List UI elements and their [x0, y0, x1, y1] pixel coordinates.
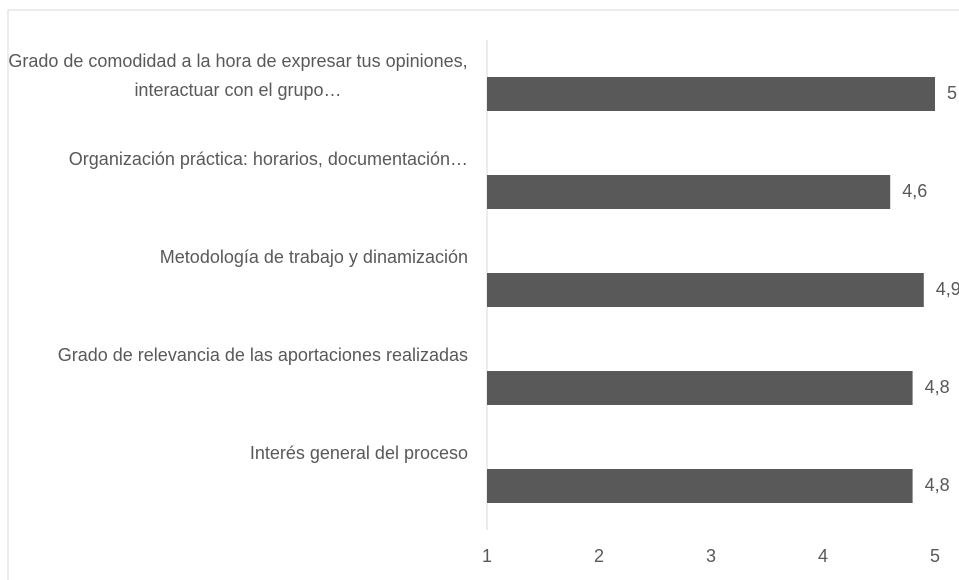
chart-frame [7, 9, 959, 580]
category-label: Organización práctica: horarios, documen… [68, 149, 468, 169]
category-label: Interés general del proceso [249, 443, 468, 463]
value-label: 4,8 [925, 377, 950, 397]
x-tick-label: 3 [706, 546, 716, 566]
category-label-box: Metodología de trabajo y dinamización [8, 243, 468, 272]
bar [487, 371, 913, 405]
value-label: 4,8 [925, 475, 950, 495]
bar [487, 77, 935, 111]
category-label-box: Organización práctica: horarios, documen… [8, 145, 468, 174]
x-tick-label: 2 [594, 546, 604, 566]
category-label: Grado de relevancia de las aportaciones … [57, 345, 468, 365]
bar [487, 469, 913, 503]
bar [487, 273, 924, 307]
category-label-box: Interés general del proceso [8, 439, 468, 468]
x-tick-label: 4 [818, 546, 828, 566]
bar [487, 175, 891, 209]
value-label: 4,6 [902, 181, 927, 201]
category-label: Grado de comodidad a la hora de expresar… [8, 51, 468, 100]
value-label: 4,9 [936, 279, 959, 299]
category-label-box: Grado de comodidad a la hora de expresar… [8, 47, 468, 105]
x-tick-label: 5 [930, 546, 940, 566]
category-label: Metodología de trabajo y dinamización [159, 247, 468, 267]
value-label: 5 [947, 83, 957, 103]
category-label-box: Grado de relevancia de las aportaciones … [8, 341, 468, 370]
x-tick-label: 1 [482, 546, 492, 566]
